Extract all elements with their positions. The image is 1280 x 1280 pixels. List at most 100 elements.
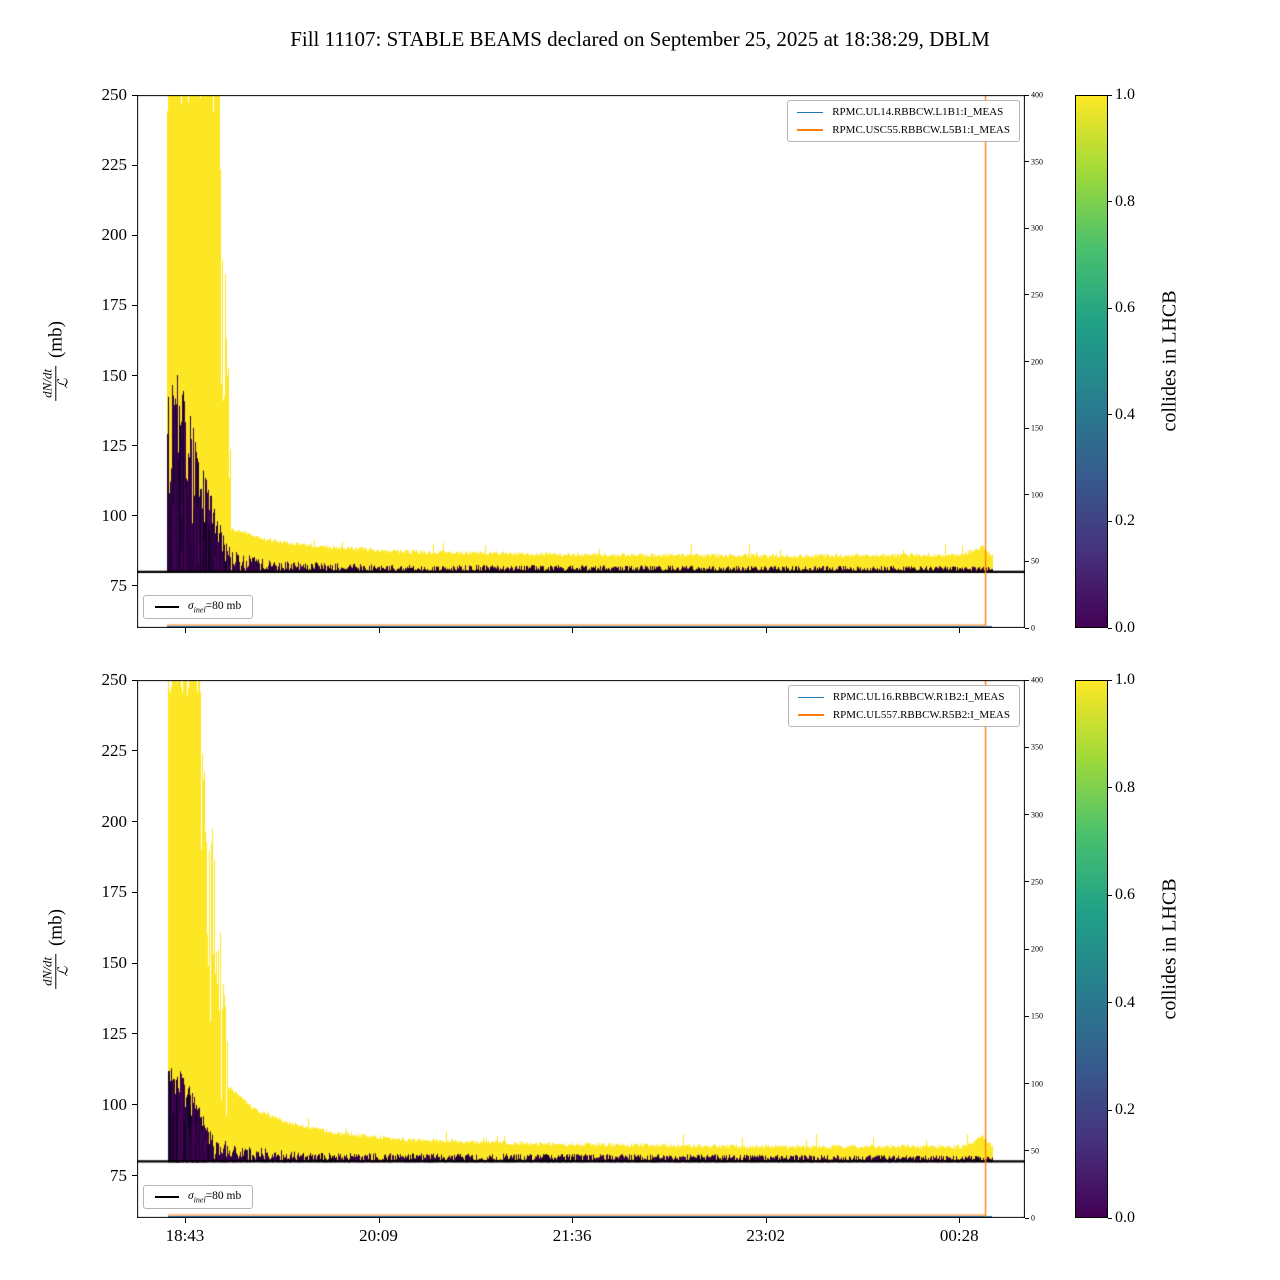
y-tick-label: 175 (101, 882, 128, 902)
bottom-y-axis-label: dN/dt ℒ (mb) (39, 909, 72, 989)
colorbar-tick-mark (1108, 1217, 1112, 1219)
colorbar-tick-mark (1108, 679, 1112, 681)
right-axis-tick-mark (1025, 560, 1029, 562)
right-axis-tick-label: 100 (1031, 490, 1043, 500)
right-axis-tick-mark (1025, 1150, 1029, 1152)
y-tick-label: 150 (101, 953, 128, 973)
right-axis-tick-label: 150 (1031, 423, 1043, 433)
top-axes: RPMC.UL14.RBBCW.L1B1:I_MEAS RPMC.USC55.R… (137, 95, 1025, 628)
colorbar-tick-mark (1108, 894, 1112, 896)
colorbar-tick-label: 0.4 (1115, 405, 1135, 423)
right-axis-tick-mark (1025, 1015, 1029, 1017)
y-tick-mark (132, 375, 137, 377)
y-tick-mark (132, 515, 137, 517)
colorbar-tick-label: 0.6 (1115, 299, 1135, 317)
colorbar-tick-label: 0.0 (1115, 1209, 1135, 1226)
sigma-line-sample (155, 1195, 179, 1199)
top-colorbar (1075, 95, 1108, 628)
y-tick-label: 225 (101, 740, 128, 760)
sigma-symbol: σ (188, 1189, 194, 1202)
colorbar-tick-label: 1.0 (1115, 671, 1135, 688)
bottom-plot-canvas (137, 680, 1025, 1218)
y-tick-mark (132, 1033, 137, 1035)
y-label-denominator: ℒ (55, 966, 71, 977)
colorbar-tick-label: 0.2 (1115, 1101, 1135, 1119)
y-tick-label: 100 (101, 505, 128, 525)
right-axis-tick-mark (1025, 294, 1029, 296)
right-axis-tick-label: 100 (1031, 1079, 1043, 1088)
top-colorbar-label: collides in LHCB (1158, 290, 1181, 432)
sigma-subscript: inel (193, 1195, 206, 1204)
y-label-fraction: dN/dt ℒ (39, 954, 72, 989)
right-axis-tick-label: 350 (1031, 157, 1043, 167)
y-tick-label: 250 (101, 85, 128, 104)
bottom-sigma-legend: σinel=80 mb (143, 1184, 254, 1209)
x-tick-mark (959, 1218, 961, 1223)
y-tick-mark (132, 750, 137, 752)
y-tick-mark (132, 304, 137, 306)
colorbar-tick-mark (1108, 787, 1112, 789)
right-axis-tick-label: 400 (1031, 90, 1043, 100)
right-axis-tick-mark (1025, 427, 1029, 429)
y-tick-label: 200 (101, 811, 128, 831)
legend-label: RPMC.UL14.RBBCW.L1B1:I_MEAS (832, 106, 1004, 118)
right-axis-tick-mark (1025, 679, 1029, 681)
colorbar-tick-mark (1108, 1002, 1112, 1004)
x-tick-mark (184, 628, 186, 633)
y-label-unit: (mb) (44, 321, 66, 359)
right-axis-tick-label: 200 (1031, 944, 1043, 954)
y-tick-mark (132, 821, 137, 823)
x-tick-mark (572, 628, 574, 633)
right-axis-tick-mark (1025, 814, 1029, 815)
y-tick-label: 100 (101, 1094, 128, 1114)
y-tick-mark (132, 164, 137, 166)
bottom-colorbar-label: collides in LHCB (1158, 878, 1181, 1020)
top-legend-box: RPMC.UL14.RBBCW.L1B1:I_MEAS RPMC.USC55.R… (787, 100, 1020, 143)
colorbar-tick-label: 0.8 (1115, 778, 1135, 796)
right-axis-tick-mark (1025, 627, 1029, 629)
colorbar-tick-label: 0.8 (1115, 192, 1135, 210)
right-axis-tick-label: 250 (1031, 877, 1043, 887)
sigma-subscript: inel (193, 605, 206, 614)
right-axis-tick-mark (1025, 881, 1029, 883)
right-axis-tick-label: 50 (1031, 556, 1039, 566)
right-axis-tick-mark (1025, 746, 1029, 748)
bottom-colorbar (1075, 680, 1108, 1218)
legend-line-sample-blue (797, 111, 824, 114)
right-axis-tick-label: 150 (1031, 1011, 1043, 1021)
colorbar-tick-mark (1108, 414, 1112, 416)
x-tick-mark (765, 1218, 767, 1223)
bottom-legend-box: RPMC.UL16.RBBCW.R1B2:I_MEAS RPMC.UL557.R… (787, 685, 1020, 728)
y-tick-label: 150 (101, 365, 128, 385)
right-axis-tick-mark (1025, 494, 1029, 496)
y-tick-label: 125 (101, 1023, 128, 1043)
colorbar-tick-mark (1108, 520, 1112, 522)
y-label-unit: (mb) (44, 909, 66, 947)
right-axis-tick-label: 300 (1031, 223, 1043, 233)
x-tick-label: 18:43 (165, 1226, 205, 1245)
y-label-numerator: dN/dt (39, 366, 56, 401)
y-label-denominator: ℒ (55, 378, 71, 389)
y-tick-label: 175 (101, 295, 128, 315)
x-tick-mark (378, 1218, 380, 1223)
y-tick-label: 75 (110, 1165, 127, 1185)
colorbar-tick-label: 0.2 (1115, 512, 1135, 530)
y-tick-label: 125 (101, 435, 128, 455)
sigma-value-text: =80 mb (205, 599, 242, 612)
right-axis-tick-label: 250 (1031, 290, 1043, 300)
y-tick-mark (132, 679, 137, 681)
y-tick-mark (132, 445, 137, 447)
x-tick-mark (378, 628, 380, 633)
colorbar-tick-mark (1108, 307, 1112, 309)
right-axis-tick-label: 0 (1031, 1213, 1035, 1223)
right-axis-tick-mark (1025, 361, 1029, 362)
y-label-numerator: dN/dt (39, 954, 56, 989)
legend-line-sample-orange (797, 129, 824, 131)
sigma-label: σinel=80 mb (188, 1190, 241, 1204)
colorbar-tick-label: 0.6 (1115, 886, 1135, 904)
legend-item: RPMC.USC55.RBBCW.L5B1:I_MEAS (797, 124, 1010, 137)
y-tick-label: 75 (110, 575, 127, 595)
legend-item: RPMC.UL557.RBBCW.R5B2:I_MEAS (797, 709, 1010, 722)
y-tick-mark (132, 234, 137, 236)
colorbar-tick-mark (1108, 1109, 1112, 1111)
